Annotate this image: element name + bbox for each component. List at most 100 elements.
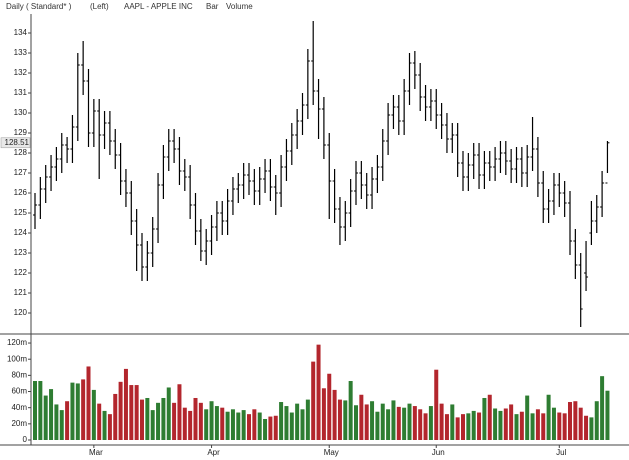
volume-bar	[209, 401, 214, 440]
volume-bar	[311, 361, 316, 440]
y-tick-label: 133	[14, 48, 28, 57]
volume-bar	[498, 410, 503, 440]
volume-bar	[295, 403, 300, 440]
volume-bar	[605, 390, 610, 440]
volume-bar	[332, 389, 337, 440]
y2-tick-label: 120m	[7, 338, 27, 347]
volume-bar	[59, 410, 64, 440]
volume-bar	[359, 394, 364, 440]
volume-bar	[530, 413, 535, 440]
volume-bar	[198, 402, 203, 440]
volume-bar	[284, 406, 289, 440]
volume-bar	[38, 381, 43, 440]
volume-bar	[482, 397, 487, 440]
y-tick-label: 128	[14, 148, 28, 157]
volume-bar	[300, 409, 305, 440]
volume-bar	[535, 409, 540, 440]
volume-bar	[33, 381, 37, 440]
volume-bar	[600, 376, 605, 440]
volume-bar	[305, 399, 310, 440]
volume-bar	[289, 412, 294, 440]
volume-bar	[584, 415, 589, 440]
volume-bar	[75, 383, 80, 440]
volume-bar	[54, 404, 59, 440]
volume-bar	[156, 402, 161, 440]
volume-bar	[589, 417, 594, 440]
x-tick-label: Mar	[89, 448, 103, 457]
y2-tick-label: 40m	[11, 403, 27, 412]
volume-bar	[140, 399, 144, 440]
volume-bar	[107, 414, 112, 440]
volume-bar	[514, 414, 519, 440]
y-tick-label: 122	[14, 268, 28, 277]
volume-bar	[81, 379, 86, 440]
volume-bar	[188, 410, 193, 440]
volume-bar	[439, 403, 444, 440]
volume-bar	[557, 412, 562, 440]
volume-bar	[546, 394, 551, 440]
volume-bar	[573, 401, 578, 440]
volume-bar	[177, 384, 182, 440]
volume-bar	[466, 413, 471, 440]
volume-bar	[541, 413, 546, 440]
volume-bar	[412, 406, 417, 440]
y-tick-label: 123	[14, 248, 28, 257]
y-tick-label: 130	[14, 108, 28, 117]
volume-bar	[118, 381, 123, 440]
volume-bar	[402, 407, 407, 440]
y-tick-label: 127	[14, 168, 28, 177]
y2-tick-label: 20m	[11, 419, 27, 428]
volume-bar	[214, 406, 219, 440]
volume-bar	[236, 412, 241, 440]
volume-bar	[343, 400, 348, 440]
x-tick-label: Apr	[207, 448, 220, 457]
y-tick-label: 132	[14, 68, 28, 77]
volume-bar	[129, 385, 134, 440]
volume-bar	[337, 399, 342, 440]
volume-bar	[102, 410, 107, 440]
volume-bar	[348, 381, 353, 440]
volume-bar	[113, 393, 118, 440]
volume-bar	[43, 395, 48, 440]
header-mode: Daily ( Standard* )	[6, 2, 72, 11]
header-style: Bar	[206, 2, 219, 11]
y-tick-label: 134	[14, 28, 28, 37]
volume-bar	[230, 409, 235, 440]
last-price-label: 128.51	[5, 138, 30, 147]
volume-bar	[391, 400, 396, 440]
y-tick-label: 124	[14, 228, 28, 237]
volume-bar	[407, 403, 412, 440]
y-tick-label: 121	[14, 288, 28, 297]
volume-bar	[97, 403, 102, 440]
volume-bar	[493, 408, 498, 440]
volume-bar	[455, 417, 460, 440]
volume-bar	[225, 411, 230, 440]
y-tick-label: 129	[14, 128, 28, 137]
x-tick-label: Jun	[432, 448, 445, 457]
x-tick-label: May	[324, 448, 339, 457]
volume-bar	[263, 418, 268, 440]
volume-bar	[444, 414, 449, 440]
y-tick-label: 120	[14, 308, 28, 317]
volume-bar	[434, 369, 439, 440]
volume-bar	[150, 410, 155, 440]
volume-bar	[172, 402, 177, 440]
volume-bar	[428, 406, 433, 440]
volume-bar	[257, 412, 262, 440]
volume-bar	[91, 389, 96, 440]
volume-bar	[241, 410, 246, 440]
volume-bar	[562, 413, 567, 440]
y-tick-label: 126	[14, 188, 28, 197]
volume-bar	[327, 373, 332, 440]
volume-bar	[364, 404, 369, 440]
last-price-box	[0, 137, 31, 149]
volume-bar	[134, 385, 139, 440]
header-axis: (Left)	[90, 2, 109, 11]
volume-bar	[461, 414, 465, 440]
volume-bar	[396, 406, 401, 440]
volume-bar	[247, 414, 251, 440]
volume-bar	[471, 410, 476, 440]
volume-bar	[252, 409, 257, 440]
volume-bar	[525, 395, 530, 440]
